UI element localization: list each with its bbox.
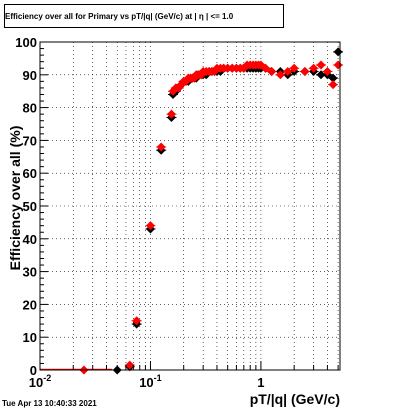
data-point-black: [333, 47, 343, 57]
data-point-red: [333, 60, 343, 70]
axes: 0 10 20 30 40 50 60 70 80 90 100 10-2 10-1 1: [15, 35, 339, 390]
chart-title: Efficiency over all for Primary vs pT/|q…: [5, 12, 234, 21]
y-tick-label: 50: [23, 199, 37, 214]
y-tick-label: 20: [23, 297, 37, 312]
x-tick-label: 10-2: [29, 373, 51, 390]
data-point-red: [166, 109, 176, 119]
data-point-red: [283, 67, 293, 77]
data-point-red: [300, 67, 310, 77]
data-point-red: [145, 221, 155, 231]
data-point-red: [316, 60, 326, 70]
y-tick-label: 80: [23, 101, 37, 116]
y-tick-label: 90: [23, 68, 37, 83]
data-point-red: [132, 316, 142, 326]
chart-title-box: Efficiency over all for Primary vs pT/|q…: [4, 4, 284, 28]
data-point-red: [260, 63, 270, 73]
y-tick-label: 70: [23, 133, 37, 148]
y-tick-label: 40: [23, 232, 37, 247]
data-series: [40, 47, 344, 375]
y-tick-label: 10: [23, 330, 37, 345]
data-point-red: [239, 63, 249, 73]
grid-lines: [39, 42, 340, 370]
x-tick-label: 10-1: [139, 373, 161, 390]
data-point-red: [328, 80, 338, 90]
data-point-black: [316, 70, 326, 80]
data-point-red: [322, 67, 332, 77]
x-tick-label: 1: [257, 375, 264, 390]
x-axis-label: pT/|q| (GeV/c): [250, 391, 340, 407]
data-point-red: [309, 63, 319, 73]
data-point-black: [328, 73, 338, 83]
y-tick-label: 30: [23, 265, 37, 280]
y-tick-label: 100: [15, 35, 37, 50]
y-axis-label: Efficiency over all (%): [7, 126, 23, 271]
data-point-red: [289, 63, 299, 73]
y-tick-label: 60: [23, 166, 37, 181]
y-tick-label: 0: [30, 363, 37, 378]
data-point-red: [156, 142, 166, 152]
data-point-red: [275, 70, 285, 80]
timestamp-label: Tue Apr 13 10:40:33 2021: [2, 399, 97, 408]
data-point-red: [267, 67, 277, 77]
data-point-red: [125, 360, 135, 370]
